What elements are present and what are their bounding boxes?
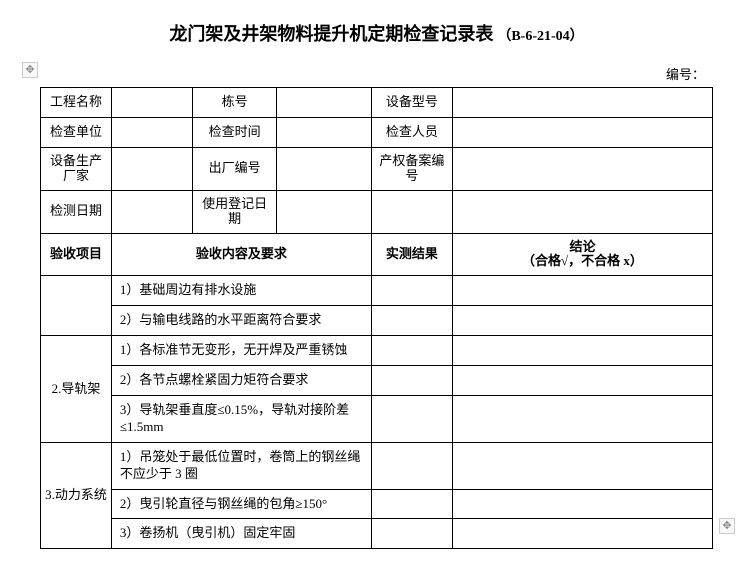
value-test-date [111, 190, 192, 233]
page-title: 龙门架及井架物料提升机定期检查记录表 [169, 24, 493, 44]
conclusion-cell [452, 306, 712, 336]
move-handle-icon[interactable]: ✥ [719, 518, 735, 534]
table-row: 3）导轨架垂直度≤0.15%，导轨对接阶差≤1.5mm [41, 395, 713, 442]
result-cell [371, 442, 452, 489]
table-row: 检查单位 检查时间 检查人员 [41, 117, 713, 147]
section-3-req-2: 2）曳引轮直径与钢丝绳的包角≥150° [111, 489, 371, 519]
table-row: 2）各节点螺栓紧固力矩符合要求 [41, 366, 713, 396]
serial-number-label: 编号： [40, 64, 713, 83]
table-row: 2.导轨架 1）各标准节无变形，无开焊及严重锈蚀 [41, 336, 713, 366]
label-use-reg-date: 使用登记日期 [192, 190, 276, 233]
table-row: 2）曳引轮直径与钢丝绳的包角≥150° [41, 489, 713, 519]
label-inspector: 检查人员 [371, 117, 452, 147]
conclusion-cell [452, 442, 712, 489]
label-project-name: 工程名称 [41, 88, 112, 118]
value-project-name [111, 88, 192, 118]
section-2-req-1: 1）各标准节无变形，无开焊及严重锈蚀 [111, 336, 371, 366]
label-manufacturer: 设备生产厂家 [41, 147, 112, 190]
section-3-name: 3.动力系统 [41, 442, 112, 549]
page-title-code: （B-6-21-04） [497, 29, 583, 44]
table-row: 检测日期 使用登记日期 [41, 190, 713, 233]
empty-value [452, 190, 712, 233]
table-row: 1）基础周边有排水设施 [41, 276, 713, 306]
section-3-req-1: 1）吊笼处于最低位置时，卷筒上的钢丝绳不应少于 3 圈 [111, 442, 371, 489]
conclusion-cell [452, 395, 712, 442]
section-2-req-2: 2）各节点螺栓紧固力矩符合要求 [111, 366, 371, 396]
section-2-req-3: 3）导轨架垂直度≤0.15%，导轨对接阶差≤1.5mm [111, 395, 371, 442]
value-use-reg-date [277, 190, 372, 233]
empty-label [371, 190, 452, 233]
value-building-no [277, 88, 372, 118]
table-row: 工程名称 栋号 设备型号 [41, 88, 713, 118]
section-2-name: 2.导轨架 [41, 336, 112, 443]
table-row: 3.动力系统 1）吊笼处于最低位置时，卷筒上的钢丝绳不应少于 3 圈 [41, 442, 713, 489]
value-inspector [452, 117, 712, 147]
result-cell [371, 336, 452, 366]
value-filing-no [452, 147, 712, 190]
table-row: 设备生产厂家 出厂编号 产权备案编号 [41, 147, 713, 190]
label-factory-no: 出厂编号 [192, 147, 276, 190]
move-handle-icon[interactable]: ✥ [22, 62, 38, 78]
section-3-req-3: 3）卷扬机（曳引机）固定牢固 [111, 519, 371, 549]
result-cell [371, 306, 452, 336]
col-result: 实测结果 [371, 233, 452, 276]
col-item: 验收项目 [41, 233, 112, 276]
result-cell [371, 276, 452, 306]
label-building-no: 栋号 [192, 88, 276, 118]
section-1-req-2: 2）与输电线路的水平距离符合要求 [111, 306, 371, 336]
table-head-row: 验收项目 验收内容及要求 实测结果 结论 （合格√，不合格 x） [41, 233, 713, 276]
label-filing-no: 产权备案编号 [371, 147, 452, 190]
col-conclusion: 结论 （合格√，不合格 x） [452, 233, 712, 276]
value-inspect-time [277, 117, 372, 147]
conclusion-cell [452, 366, 712, 396]
result-cell [371, 489, 452, 519]
result-cell [371, 366, 452, 396]
inspection-table: 工程名称 栋号 设备型号 检查单位 检查时间 检查人员 设备生产厂家 出厂编号 … [40, 87, 713, 549]
label-test-date: 检测日期 [41, 190, 112, 233]
table-row: 3）卷扬机（曳引机）固定牢固 [41, 519, 713, 549]
conclusion-cell [452, 336, 712, 366]
label-inspect-unit: 检查单位 [41, 117, 112, 147]
table-row: 2）与输电线路的水平距离符合要求 [41, 306, 713, 336]
section-1-req-1: 1）基础周边有排水设施 [111, 276, 371, 306]
col-content: 验收内容及要求 [111, 233, 371, 276]
value-inspect-unit [111, 117, 192, 147]
label-equip-model: 设备型号 [371, 88, 452, 118]
conclusion-cell [452, 519, 712, 549]
label-inspect-time: 检查时间 [192, 117, 276, 147]
title-row: 龙门架及井架物料提升机定期检查记录表 （B-6-21-04） [40, 20, 713, 46]
value-equip-model [452, 88, 712, 118]
value-factory-no [277, 147, 372, 190]
conclusion-cell [452, 276, 712, 306]
result-cell [371, 519, 452, 549]
conclusion-cell [452, 489, 712, 519]
value-manufacturer [111, 147, 192, 190]
result-cell [371, 395, 452, 442]
section-1-name [41, 276, 112, 336]
